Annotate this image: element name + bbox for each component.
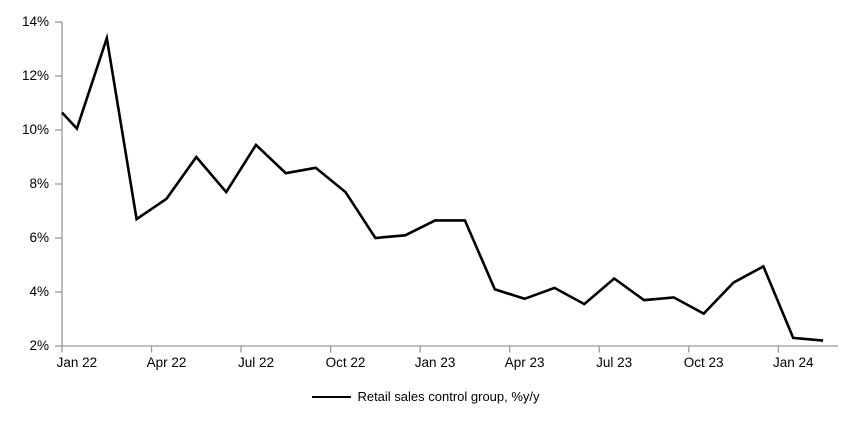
x-tick-label: Apr 22 — [147, 355, 187, 370]
y-tick-label: 10% — [22, 122, 49, 137]
series-line — [61, 32, 824, 342]
x-tick-label: Jan 22 — [57, 355, 98, 370]
x-tick-label: Apr 23 — [505, 355, 545, 370]
axes-layer: 2% 4% 6% 8% 10% 12% 14% Jan 22 Apr 22 Jul 22 Oct 2… — [22, 14, 838, 370]
legend: Retail sales control group, %y/y — [0, 389, 852, 404]
x-tick-label: Oct 22 — [326, 355, 366, 370]
y-tick-label: 6% — [29, 230, 49, 245]
series-layer — [61, 32, 824, 342]
y-tick-label: 12% — [22, 68, 49, 83]
x-tick-label: Jan 23 — [415, 355, 456, 370]
x-tick-label: Jul 23 — [596, 355, 632, 370]
x-tick-label: Jan 24 — [773, 355, 814, 370]
legend-line-swatch — [312, 395, 352, 398]
x-tick-label: Jul 22 — [238, 355, 274, 370]
y-tick-label: 4% — [29, 284, 49, 299]
y-tick-label: 8% — [29, 176, 49, 191]
x-tick-label: Oct 23 — [684, 355, 724, 370]
y-tick-label: 2% — [29, 338, 49, 353]
legend-label: Retail sales control group, %y/y — [357, 389, 540, 404]
y-tick-label: 14% — [22, 14, 49, 29]
